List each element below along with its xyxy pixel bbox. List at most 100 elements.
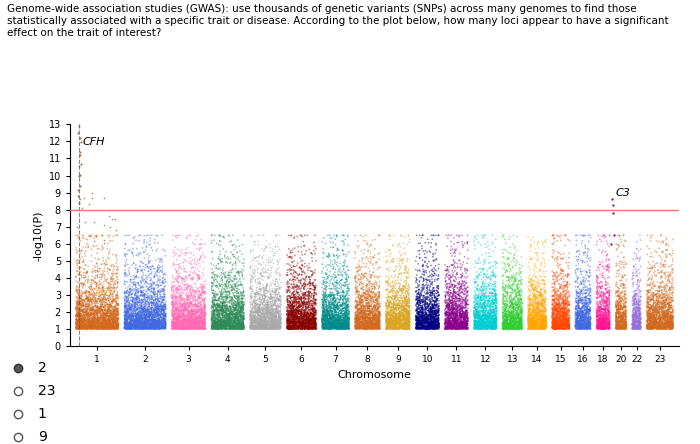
Point [93, 291, 104, 298]
Point [666, 269, 678, 276]
Point [144, 311, 155, 318]
Point [536, 316, 547, 323]
Point [126, 323, 137, 330]
Point [358, 321, 370, 328]
Point [310, 308, 321, 315]
Point [180, 319, 191, 326]
Point [269, 311, 280, 318]
Point [449, 293, 460, 300]
Point [664, 280, 675, 287]
Point [619, 303, 630, 310]
Point [83, 325, 94, 332]
Point [563, 305, 574, 313]
Point [427, 278, 438, 285]
Point [225, 320, 237, 327]
Point [75, 306, 86, 313]
Point [227, 309, 238, 316]
Point [221, 301, 232, 308]
Point [336, 321, 347, 329]
Point [523, 307, 534, 314]
Point [174, 313, 186, 320]
Point [456, 308, 468, 315]
Point [85, 311, 97, 318]
Point [430, 287, 442, 294]
Point [393, 304, 404, 311]
Point [582, 317, 593, 324]
Point [184, 325, 195, 333]
Point [296, 309, 307, 316]
Point [538, 321, 550, 328]
Point [259, 323, 270, 330]
Point [575, 313, 587, 320]
Point [184, 295, 195, 302]
Point [288, 315, 299, 322]
Point [90, 316, 101, 323]
Point [610, 309, 622, 316]
Point [333, 305, 344, 313]
Point [643, 296, 654, 303]
Point [548, 317, 559, 325]
Point [572, 325, 583, 332]
Point [461, 321, 472, 328]
Point [191, 314, 202, 321]
Point [556, 324, 567, 331]
Point [429, 311, 440, 318]
Point [139, 323, 150, 330]
Point [174, 325, 186, 333]
Point [666, 317, 678, 324]
Point [372, 305, 383, 312]
Point [262, 313, 274, 321]
Point [216, 322, 227, 329]
Point [610, 302, 622, 309]
Point [667, 317, 678, 324]
Point [140, 313, 151, 320]
Point [507, 304, 518, 311]
Point [122, 309, 133, 317]
Point [363, 258, 374, 265]
Point [256, 325, 267, 333]
Point [172, 322, 183, 329]
Point [98, 310, 109, 317]
Point [631, 305, 643, 312]
Point [501, 321, 512, 328]
Point [178, 307, 189, 314]
Point [414, 277, 425, 284]
Point [288, 306, 299, 313]
Point [611, 309, 622, 317]
Point [393, 323, 405, 330]
Point [354, 324, 365, 331]
Point [324, 325, 335, 333]
Point [74, 323, 85, 330]
Point [430, 232, 442, 239]
Point [449, 321, 461, 328]
Point [504, 324, 515, 331]
Point [583, 312, 594, 319]
Point [403, 324, 414, 331]
Point [365, 317, 377, 325]
Point [232, 322, 243, 329]
Point [419, 277, 430, 284]
Point [255, 321, 266, 329]
Point [447, 313, 458, 320]
Point [188, 316, 199, 323]
Point [103, 309, 114, 316]
Point [88, 293, 99, 300]
Point [302, 310, 314, 317]
Point [167, 297, 178, 304]
Point [274, 246, 285, 253]
Point [104, 325, 116, 332]
Point [130, 311, 141, 318]
Point [627, 280, 638, 287]
Point [330, 299, 342, 306]
Point [547, 321, 559, 328]
Point [93, 321, 104, 329]
Point [598, 325, 609, 332]
Point [449, 240, 460, 247]
Point [505, 300, 517, 307]
Point [648, 303, 659, 310]
Point [516, 310, 527, 317]
Point [122, 309, 133, 317]
Point [372, 305, 384, 313]
Point [105, 323, 116, 330]
Point [218, 317, 229, 324]
